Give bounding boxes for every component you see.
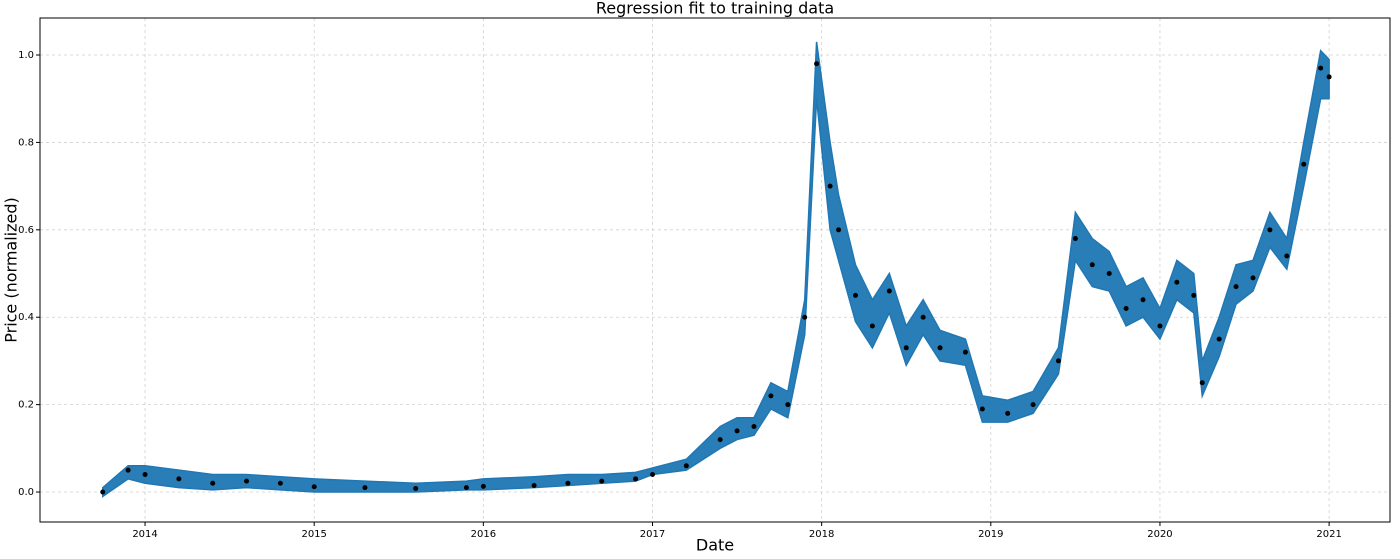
data-point <box>1267 227 1273 233</box>
data-point <box>142 472 148 478</box>
data-point <box>125 467 131 473</box>
data-point <box>362 485 368 491</box>
data-point <box>836 227 842 233</box>
data-point <box>311 484 317 490</box>
x-tick-label: 2018 <box>809 529 834 540</box>
data-point <box>599 478 605 484</box>
data-point <box>1216 336 1222 342</box>
data-point <box>176 476 182 482</box>
data-point <box>903 345 909 351</box>
data-point <box>785 402 791 408</box>
x-tick-label: 2019 <box>978 529 1003 540</box>
data-point <box>717 437 723 443</box>
data-point <box>751 423 757 429</box>
plot-frame <box>39 17 1391 523</box>
data-point <box>920 314 926 320</box>
data-point <box>100 489 106 495</box>
data-point <box>869 323 875 329</box>
data-point <box>827 183 833 189</box>
y-tick-label: 1.0 <box>18 50 34 61</box>
data-point <box>1140 297 1146 303</box>
data-point <box>633 476 639 482</box>
chart-title: Regression fit to training data <box>596 0 834 18</box>
data-point <box>277 480 283 486</box>
data-point <box>1030 402 1036 408</box>
data-point <box>814 61 820 67</box>
fit-band <box>102 41 1330 498</box>
data-point <box>1089 262 1095 268</box>
data-point <box>1191 292 1197 298</box>
data-point <box>463 485 469 491</box>
data-point <box>768 393 774 399</box>
data-point <box>802 314 808 320</box>
data-point <box>413 486 419 492</box>
data-point <box>1174 279 1180 285</box>
data-point <box>734 428 740 434</box>
y-axis-label: Price (normalized) <box>2 197 21 343</box>
y-tick-label: 0.0 <box>18 487 34 498</box>
y-tick-label: 0.8 <box>18 137 34 148</box>
data-point <box>210 480 216 486</box>
x-tick-label: 2015 <box>301 529 326 540</box>
data-point <box>1326 74 1332 80</box>
data-point <box>1233 284 1239 290</box>
data-point <box>1301 161 1307 167</box>
data-point <box>683 463 689 469</box>
data-point <box>1157 323 1163 329</box>
data-point <box>1106 271 1112 277</box>
data-point <box>1250 275 1256 281</box>
data-point <box>649 472 655 478</box>
data-point <box>1318 65 1324 71</box>
data-point <box>1284 253 1290 259</box>
data-point <box>531 482 537 488</box>
data-point <box>244 478 250 484</box>
x-axis-label: Date <box>696 536 734 555</box>
data-point <box>979 406 985 412</box>
data-point <box>565 480 571 486</box>
data-point <box>886 288 892 294</box>
data-point <box>1123 305 1129 311</box>
x-tick-label: 2021 <box>1316 529 1341 540</box>
x-tick-label: 2017 <box>640 529 665 540</box>
data-point <box>1199 380 1205 386</box>
data-point <box>962 349 968 355</box>
data-point <box>1072 236 1078 242</box>
data-point <box>480 483 486 489</box>
x-tick-label: 2020 <box>1147 529 1172 540</box>
data-point <box>937 345 943 351</box>
x-tick-label: 2016 <box>471 529 496 540</box>
data-point <box>1005 410 1011 416</box>
y-tick-label: 0.4 <box>18 312 34 323</box>
data-point <box>852 292 858 298</box>
y-tick-label: 0.2 <box>18 400 34 411</box>
x-tick-label: 2014 <box>132 529 157 540</box>
data-point <box>1055 358 1061 364</box>
y-tick-label: 0.6 <box>18 225 34 236</box>
